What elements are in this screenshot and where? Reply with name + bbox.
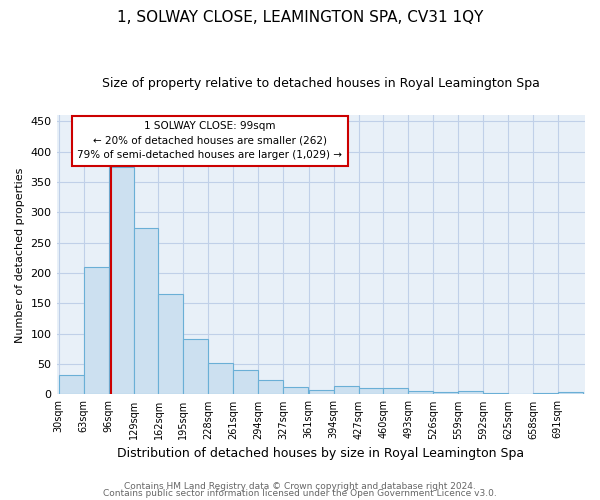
X-axis label: Distribution of detached houses by size in Royal Leamington Spa: Distribution of detached houses by size …	[117, 447, 524, 460]
Bar	[109, 167, 134, 394]
Bar	[84, 267, 109, 394]
Bar	[383, 388, 409, 394]
Bar	[533, 392, 558, 394]
Bar	[134, 228, 158, 394]
Bar	[458, 392, 483, 394]
Bar	[208, 364, 233, 394]
Bar	[409, 392, 433, 394]
Text: Contains HM Land Registry data © Crown copyright and database right 2024.: Contains HM Land Registry data © Crown c…	[124, 482, 476, 491]
Text: Contains public sector information licensed under the Open Government Licence v3: Contains public sector information licen…	[103, 490, 497, 498]
Text: 1, SOLWAY CLOSE, LEAMINGTON SPA, CV31 1QY: 1, SOLWAY CLOSE, LEAMINGTON SPA, CV31 1Q…	[117, 10, 483, 25]
Bar	[359, 388, 383, 394]
Bar	[433, 392, 458, 394]
Bar	[59, 375, 84, 394]
Bar	[283, 386, 308, 394]
Title: Size of property relative to detached houses in Royal Leamington Spa: Size of property relative to detached ho…	[102, 78, 540, 90]
Bar	[233, 370, 258, 394]
Bar	[258, 380, 283, 394]
Bar	[308, 390, 334, 394]
Bar	[334, 386, 359, 394]
Bar	[158, 294, 184, 394]
Y-axis label: Number of detached properties: Number of detached properties	[15, 167, 25, 342]
Bar	[483, 392, 508, 394]
Bar	[558, 392, 583, 394]
Bar	[184, 338, 208, 394]
Text: 1 SOLWAY CLOSE: 99sqm
← 20% of detached houses are smaller (262)
79% of semi-det: 1 SOLWAY CLOSE: 99sqm ← 20% of detached …	[77, 121, 342, 160]
